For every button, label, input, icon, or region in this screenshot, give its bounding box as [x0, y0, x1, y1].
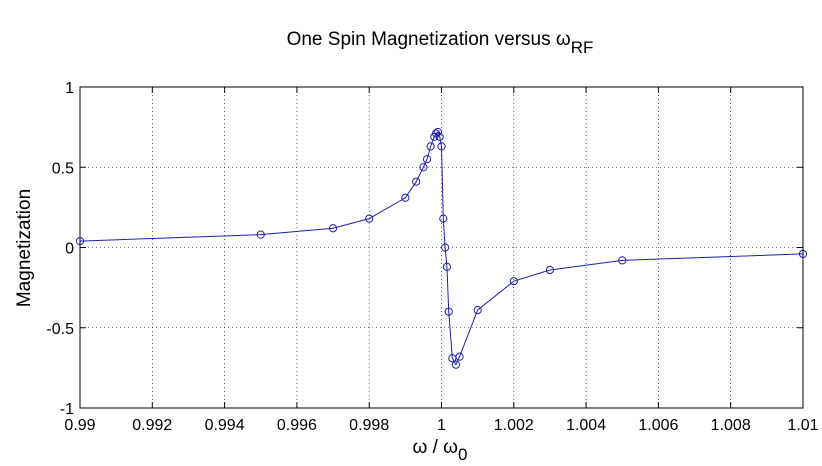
x-tick-label: 1: [437, 417, 446, 434]
y-tick-label: 1: [65, 80, 74, 97]
x-axis-title-subscript: 0: [458, 445, 467, 464]
data-point-marker: [426, 142, 435, 151]
y-tick-label: -0.5: [46, 321, 74, 338]
y-axis-title: Magnetization: [14, 189, 35, 307]
data-point-marker: [75, 236, 85, 246]
data-point-marker: [256, 230, 265, 239]
data-point-marker: [437, 142, 446, 151]
data-point-marker: [328, 224, 338, 233]
data-point-marker: [545, 265, 555, 275]
y-tick-label: -1: [60, 401, 74, 418]
data-point-marker: [798, 249, 808, 259]
data-point-marker: [439, 214, 448, 223]
magnetization-series-line: [79, 131, 804, 366]
data-point-marker: [473, 305, 482, 315]
chart-title-main: One Spin Magnetization versus ω: [287, 29, 571, 50]
y-tick-label: 0.5: [52, 160, 74, 177]
x-axis-title-main: ω / ω: [413, 437, 459, 458]
data-point-marker: [422, 155, 432, 164]
grid-lines: [80, 87, 803, 408]
data-point-marker: [419, 163, 428, 172]
x-axis-title: ω / ω0: [413, 437, 468, 464]
y-tick-labels: -1 -0.5 0 0.5 1: [46, 80, 74, 418]
x-tick-label: 0.994: [205, 417, 245, 434]
x-tick-label: 0.992: [132, 417, 172, 434]
magnetization-series-markers: [75, 127, 808, 369]
data-point-marker: [365, 214, 374, 223]
data-point-marker: [442, 262, 452, 271]
data-point-marker: [509, 277, 518, 286]
x-tick-label: 0.99: [64, 417, 95, 434]
x-tick-label: 1.008: [711, 417, 751, 434]
x-tick-label: 1.006: [638, 417, 678, 434]
x-tick-label: 0.996: [277, 417, 317, 434]
axis-ticks: [79, 86, 804, 409]
chart-title: One Spin Magnetization versus ωRF: [287, 29, 594, 57]
x-tick-labels: 0.99 0.992 0.994 0.996 0.998 1 1.002 1.004 1.006…: [64, 417, 818, 434]
x-tick-label: 1.004: [566, 417, 606, 434]
data-point-marker: [455, 352, 464, 361]
data-point-marker: [412, 177, 421, 186]
x-tick-label: 1.01: [787, 417, 818, 434]
data-point-marker: [451, 360, 461, 369]
x-tick-label: 1.002: [494, 417, 534, 434]
data-point-marker: [433, 127, 442, 137]
data-point-marker: [444, 307, 453, 316]
chart-title-subscript: RF: [571, 38, 594, 57]
x-tick-label: 0.998: [349, 417, 389, 434]
y-tick-label: 0: [65, 241, 74, 258]
data-point-marker: [441, 243, 450, 252]
data-point-marker: [401, 193, 410, 202]
data-point-marker: [435, 132, 444, 141]
data-point-marker: [618, 256, 627, 265]
